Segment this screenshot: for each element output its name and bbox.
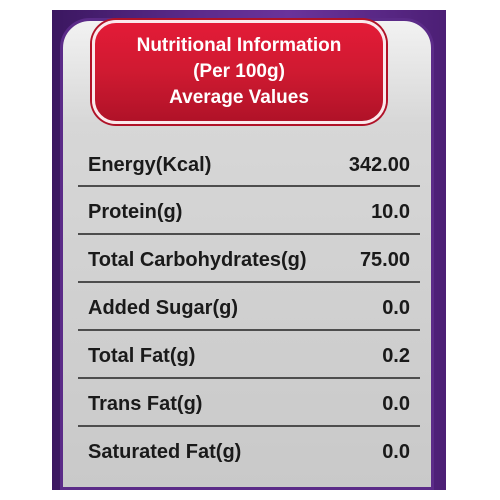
row-value: 0.2 [382,344,410,367]
row-value: 0.0 [382,296,410,319]
row-value: 0.0 [382,440,410,463]
row-label: Added Sugar(g) [88,296,238,319]
row-divider [78,185,420,187]
header-title: Nutritional Information [136,35,342,56]
row-divider [78,329,420,331]
nutrition-table: Energy(Kcal) 342.00 Protein(g) 10.0 Tota… [78,140,420,472]
row-total-fat: Total Fat(g) 0.2 [78,333,420,379]
row-divider [78,233,420,235]
nutrition-header: Nutritional Information (Per 100g) Avera… [92,20,386,124]
row-value: 75.00 [359,248,410,271]
row-trans-fat: Trans Fat(g) 0.0 [78,381,420,427]
row-divider [78,377,420,379]
row-label: Protein(g) [88,200,183,223]
row-saturated-fat: Saturated Fat(g) 0.0 [78,429,420,475]
row-label: Energy(Kcal) [88,153,212,176]
row-label: Trans Fat(g) [88,392,203,415]
row-carbohydrates: Total Carbohydrates(g) 75.00 [78,237,420,283]
header-subtitle: Average Values [169,87,309,108]
row-value: 342.00 [348,153,410,176]
row-label: Total Carbohydrates(g) [88,248,307,271]
row-value: 10.0 [371,200,410,223]
header-basis: (Per 100g) [193,61,285,82]
row-divider [78,425,420,427]
row-divider [78,281,420,283]
row-label: Saturated Fat(g) [88,440,242,463]
row-value: 0.0 [382,392,410,415]
row-energy: Energy(Kcal) 342.00 [78,142,420,188]
row-added-sugar: Added Sugar(g) 0.0 [78,285,420,331]
row-protein: Protein(g) 10.0 [78,189,420,235]
row-label: Total Fat(g) [88,344,196,367]
